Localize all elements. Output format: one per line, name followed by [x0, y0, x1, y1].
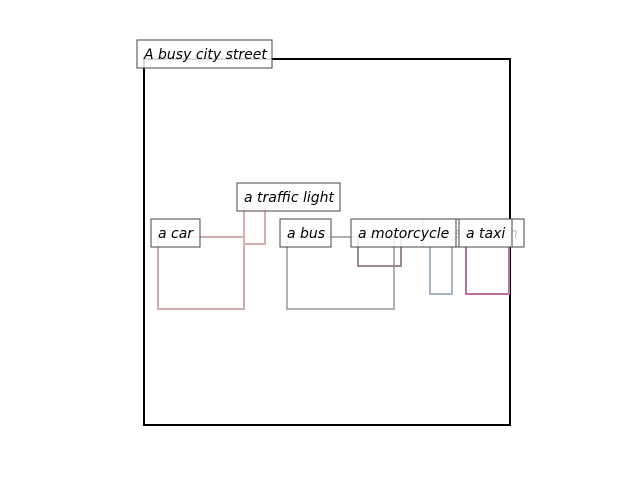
taxi-label-text: a taxi	[466, 226, 505, 242]
traffic-light-box	[243, 208, 266, 245]
bus-label-text: a bus	[287, 226, 325, 242]
car-label-text: a car	[158, 226, 194, 242]
car-box	[157, 236, 245, 310]
motorcycle-label: a motorcycle	[350, 218, 457, 248]
taxi-label: a taxi	[458, 218, 513, 248]
car-label: a car	[150, 218, 201, 248]
traffic-light-label-text: a traffic light	[244, 190, 335, 206]
scene-title-label: A busy city street	[136, 39, 273, 69]
bus-label: a bus	[279, 218, 332, 248]
bus-box	[286, 236, 395, 310]
motorcycle-label-text: a motorcycle	[358, 226, 449, 242]
scene-title: A busy city street	[143, 47, 267, 63]
traffic-light-label: a traffic light	[236, 182, 341, 212]
